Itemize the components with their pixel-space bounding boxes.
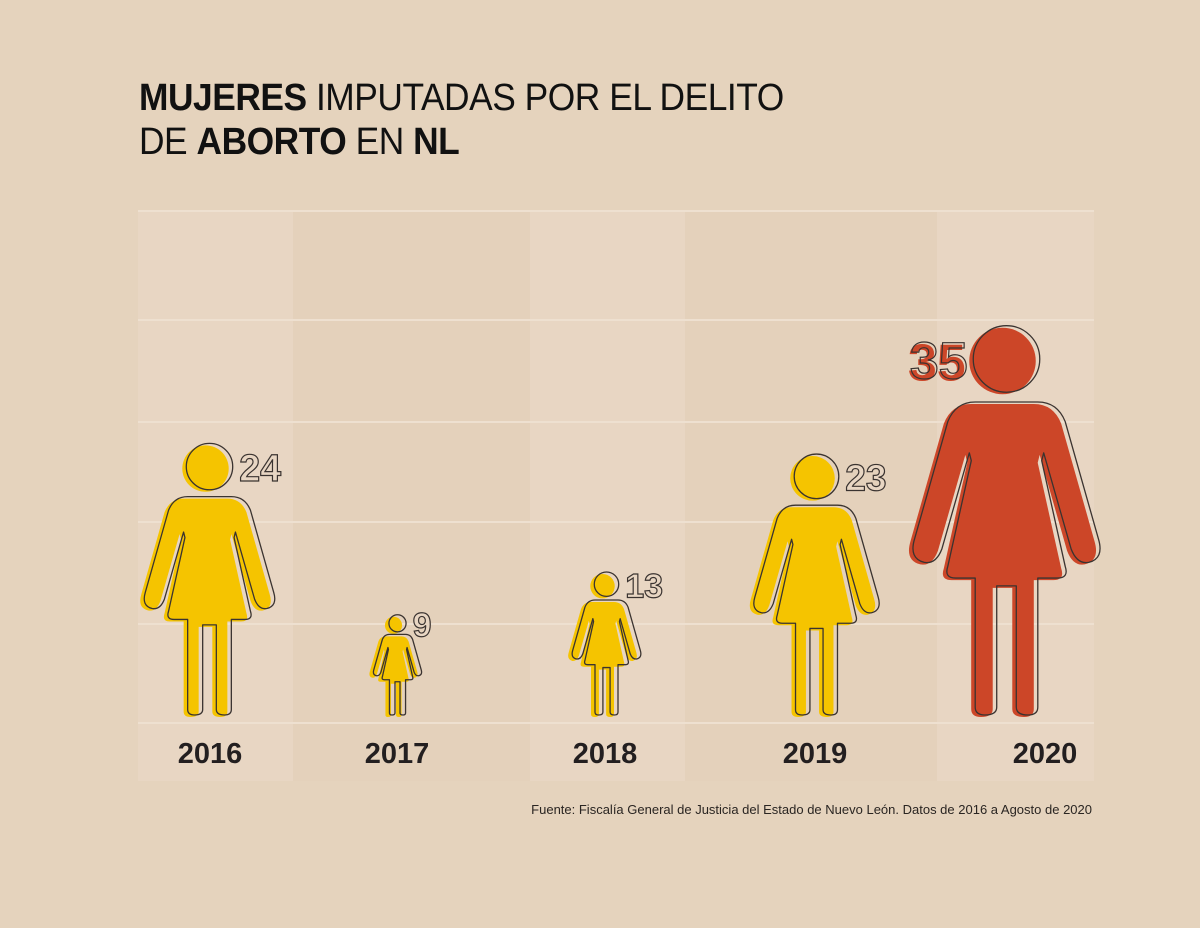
- title-line-1: MUJERES IMPUTADAS POR EL DELITO: [139, 76, 784, 120]
- year-label-2016: 2016: [178, 738, 243, 770]
- title-word-mujeres: MUJERES: [139, 77, 307, 119]
- chart-title: MUJERES IMPUTADAS POR EL DELITO DE ABORT…: [139, 76, 784, 164]
- woman-figure-2018-fill: [568, 573, 637, 717]
- head-fill: [182, 445, 229, 492]
- source-note: Fuente: Fiscalía General de Justicia del…: [531, 802, 1092, 817]
- body-fill: [908, 404, 1097, 717]
- year-label-2017: 2017: [365, 738, 430, 770]
- value-label-2016: 24: [239, 447, 281, 489]
- title-text-imputadas: IMPUTADAS POR EL DELITO: [306, 77, 784, 119]
- body-outline: [143, 495, 276, 716]
- woman-figure-2016: [140, 442, 276, 717]
- value-label-2017: 9: [413, 607, 432, 645]
- woman-figure-2018-outline: [571, 571, 642, 716]
- title-word-aborto: ABORTO: [196, 121, 347, 163]
- woman-figure-2020-outline: [912, 325, 1101, 716]
- woman-figure-2020-fill: [908, 327, 1097, 717]
- value-label-shadow-2020: 35: [908, 335, 966, 393]
- year-label-2018: 2018: [573, 738, 638, 770]
- woman-figure-2016-outline: [143, 442, 276, 716]
- year-label-2019: 2019: [783, 738, 848, 770]
- body-outline: [912, 401, 1101, 716]
- title-text-de: DE: [139, 121, 197, 163]
- head-outline: [388, 614, 407, 633]
- head-fill: [969, 327, 1036, 395]
- body-fill: [568, 602, 637, 717]
- woman-figure-2017: [369, 614, 423, 717]
- column-band-2017: [293, 211, 530, 781]
- head-outline: [793, 453, 840, 500]
- title-word-nl: NL: [413, 121, 460, 163]
- woman-figure-2019-outline: [753, 453, 880, 716]
- head-outline: [593, 571, 620, 598]
- body-fill: [369, 636, 418, 717]
- head-outline: [972, 325, 1041, 393]
- year-label-2020: 2020: [1013, 738, 1078, 770]
- head-outline: [185, 442, 234, 491]
- title-text-en: EN: [346, 121, 414, 163]
- body-outline: [571, 599, 642, 716]
- value-label-2020: 35: [910, 333, 968, 391]
- body-outline: [753, 504, 880, 716]
- woman-figure-2018: [568, 571, 642, 717]
- body-outline: [372, 633, 423, 716]
- woman-figure-2017-outline: [372, 614, 423, 716]
- head-fill: [790, 456, 835, 501]
- value-label-2019: 23: [845, 457, 886, 499]
- value-label-2018: 13: [625, 567, 663, 605]
- head-fill: [590, 573, 615, 599]
- woman-figure-2020: [908, 325, 1101, 717]
- title-line-2: DE ABORTO EN NL: [139, 120, 784, 164]
- woman-figure-2019: [749, 453, 880, 717]
